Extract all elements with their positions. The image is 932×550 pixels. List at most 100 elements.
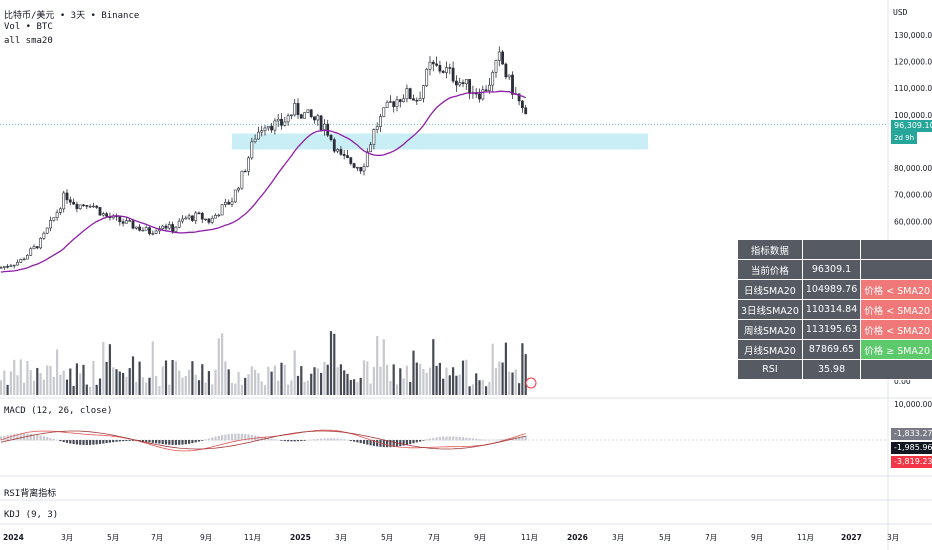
candle-body (421, 85, 425, 99)
time-axis-label: 3月 (61, 533, 73, 542)
macd-hist-bar (207, 438, 210, 441)
volume-bar (435, 365, 438, 395)
macd-pane-title[interactable]: MACD (12, 26, close) (4, 406, 113, 416)
volume-bar (79, 373, 82, 395)
volume-bar (389, 381, 392, 395)
candle-body (349, 157, 353, 164)
macd-hist-bar (244, 433, 247, 441)
macd-hist-bar (445, 436, 448, 441)
kdj-pane-title[interactable]: KDJ (9, 3) (4, 510, 59, 520)
volume-bar (145, 382, 148, 395)
volume-bar (511, 372, 514, 395)
candle-body (243, 170, 247, 173)
macd-hist-bar (518, 436, 521, 441)
macd-hist-bar (329, 438, 333, 441)
candle-body (484, 89, 488, 91)
candle-body (428, 61, 432, 70)
candle-body (398, 99, 402, 103)
candle-body (240, 170, 244, 189)
candle-body (309, 109, 313, 117)
volume-bar (115, 369, 118, 395)
candle-body (181, 218, 184, 222)
volume-bar (181, 377, 184, 395)
macd-hist-bar (336, 438, 339, 441)
volume-bar (287, 384, 290, 395)
macd-hist-bar (399, 440, 402, 447)
sma-legend[interactable]: all sma20 (4, 36, 53, 46)
volume-bar (52, 376, 55, 395)
symbol-legend[interactable]: 比特币/美元 • 3天 • Binance (4, 11, 140, 21)
rsi-pane-title[interactable]: RSI背离指标 (4, 489, 57, 499)
candle-body (247, 157, 250, 172)
volume-bar (290, 380, 293, 395)
volume-bar (3, 370, 6, 395)
candle-body (250, 141, 254, 159)
candle-body (382, 107, 386, 117)
macd-hist-bar (105, 440, 108, 444)
candle-body (352, 163, 356, 168)
candle-body (375, 126, 379, 130)
volume-bar (191, 361, 194, 395)
time-axis-label: 11月 (797, 533, 814, 542)
volume-bar (178, 370, 181, 395)
candle-body (29, 248, 33, 256)
row-status (860, 359, 932, 380)
volume-bar (92, 360, 95, 395)
volume-bar (204, 382, 207, 395)
currency-label: USD (893, 8, 908, 17)
macd-hist-bar (501, 439, 504, 441)
volume-bar (376, 335, 379, 395)
candle-body (405, 88, 409, 100)
volume-bar (89, 386, 92, 395)
volume-bar (158, 386, 161, 395)
volume-bar (257, 373, 260, 395)
row-label: 月线SMA20 (737, 339, 803, 360)
row-status (860, 259, 932, 280)
candle-body (148, 227, 151, 234)
candle-body (445, 67, 448, 73)
volume-bar (422, 369, 425, 395)
candle-body (504, 63, 508, 78)
row-label: 3日线SMA20 (737, 299, 803, 320)
candle-body (65, 192, 69, 201)
macd-hist-bar (148, 440, 151, 443)
candle-body (95, 205, 99, 208)
macd-hist-bar (442, 436, 445, 441)
volume-bar (164, 360, 168, 395)
macd-hist-bar (122, 440, 125, 442)
table-header-row: 指标数据 (737, 239, 932, 260)
candle-body (385, 101, 389, 109)
volume-bar (316, 368, 319, 395)
volume-bar (214, 369, 217, 395)
row-status: 价格 < SMA20 ✗ (860, 279, 932, 300)
candle-body (101, 213, 105, 216)
candle-body (191, 215, 194, 221)
candle-body (431, 61, 435, 65)
candle-body (286, 115, 290, 123)
macd-hist-bar (313, 439, 316, 441)
volume-bar (343, 370, 346, 395)
volume-bar (353, 379, 356, 395)
volume-bar (445, 367, 448, 395)
candle-body (306, 109, 310, 113)
volume-bar (135, 381, 138, 395)
macd-hist-bar (359, 440, 362, 444)
candle-body (184, 217, 188, 220)
candle-body (0, 267, 3, 269)
time-axis-label: 11月 (521, 533, 538, 542)
volume-bar (518, 383, 521, 395)
volume-bar (372, 367, 375, 395)
candle-body (359, 167, 363, 172)
candle-body (131, 220, 135, 229)
volume-bar (491, 343, 494, 395)
volume-legend[interactable]: Vol • BTC (4, 22, 53, 32)
macd-hist-bar (260, 436, 263, 441)
sma20-line (0, 90, 526, 273)
volume-bar (46, 365, 49, 395)
volume-bar (98, 378, 102, 395)
candle-body (464, 79, 468, 85)
volume-bar (0, 380, 3, 395)
macd-hist-bar (145, 440, 148, 442)
volume-bar (448, 375, 451, 395)
